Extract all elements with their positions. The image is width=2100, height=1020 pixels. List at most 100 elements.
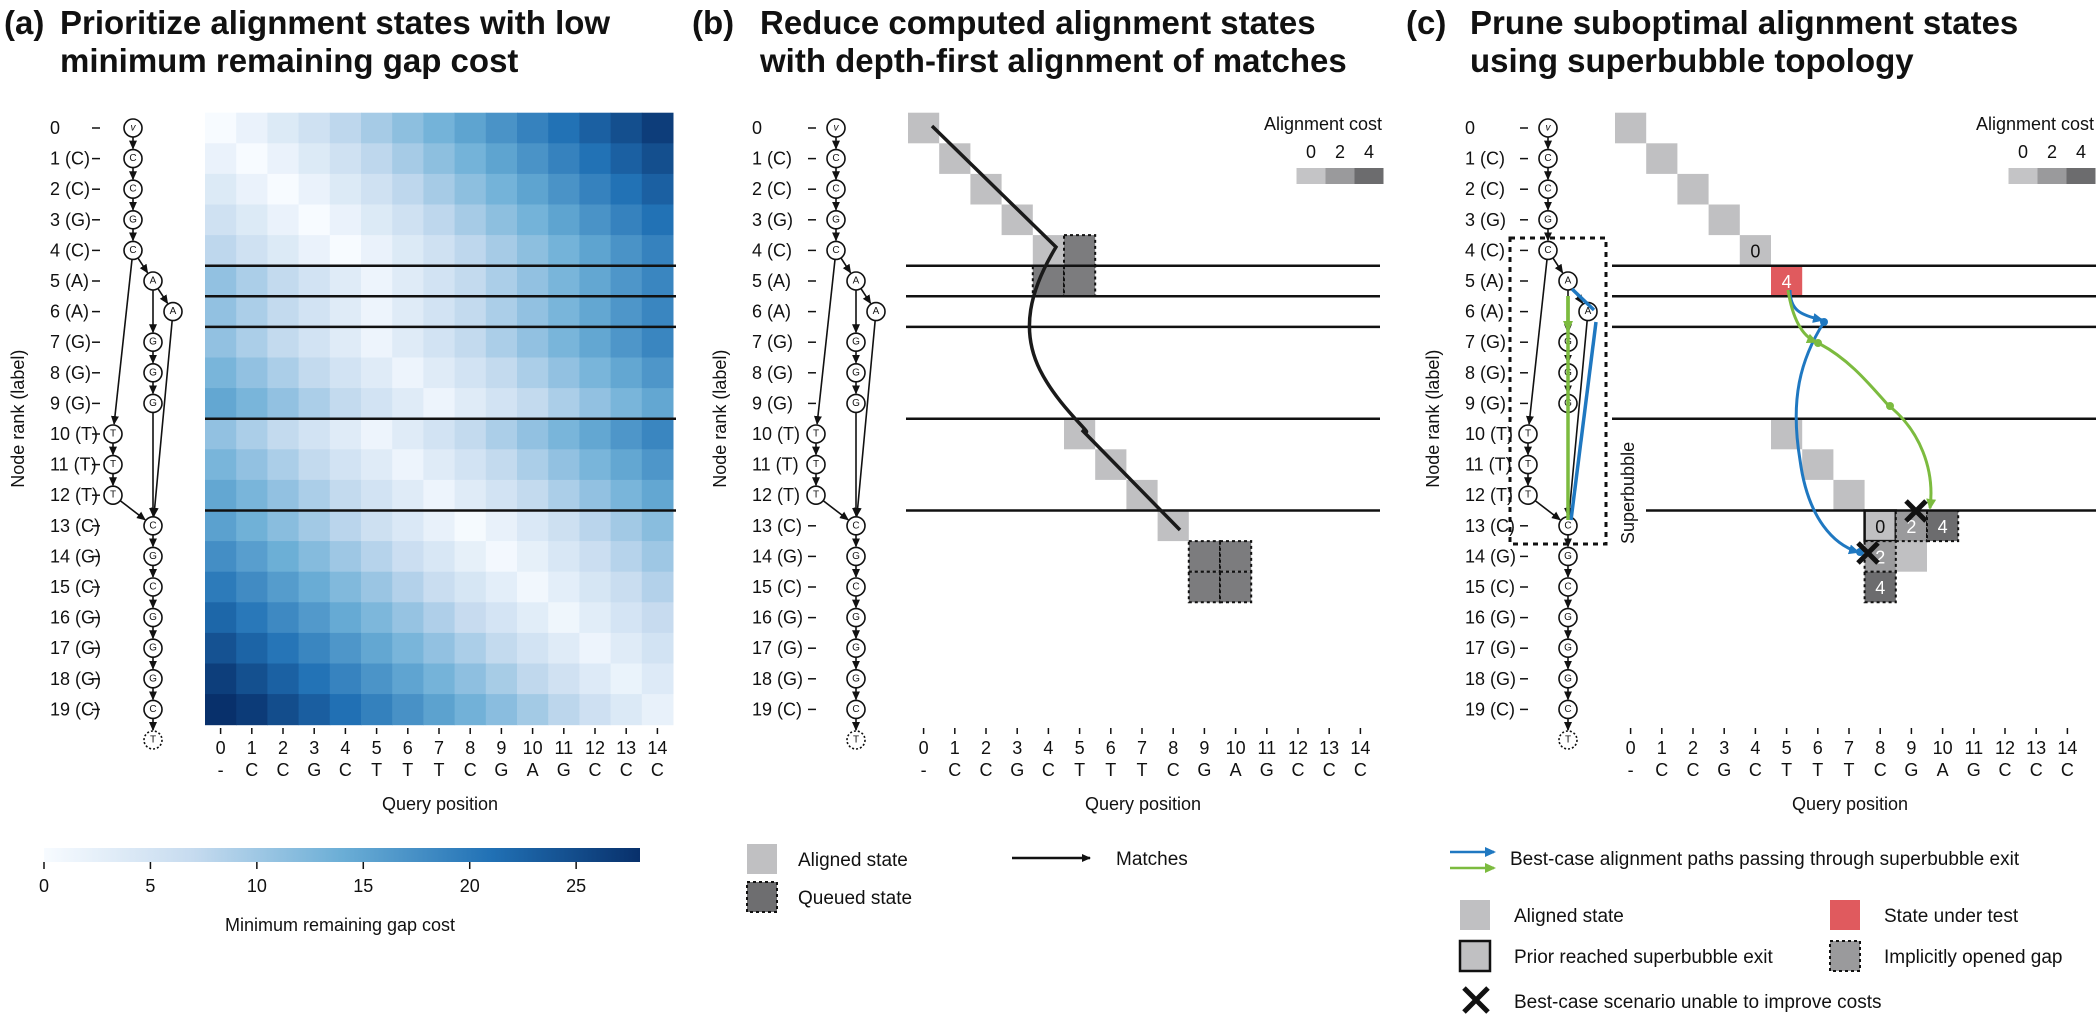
graph-node: G: [826, 210, 846, 230]
aligned-state: [1677, 173, 1709, 205]
x-tick-char: A: [527, 760, 539, 780]
heatmap-cell: [610, 694, 643, 726]
heatmap-cell: [485, 694, 518, 726]
heatmap-cell: [548, 571, 580, 603]
svg-text:C: C: [832, 184, 839, 195]
cost-legend-title: Alignment cost: [1976, 114, 2094, 134]
heatmap-cell: [236, 418, 268, 450]
svg-text:G: G: [1564, 643, 1572, 654]
heatmap-cell: [236, 357, 268, 389]
panel-c-title: (c) Prune suboptimal alignment states us…: [1406, 4, 2018, 79]
svg-text:T: T: [1565, 735, 1571, 746]
heatmap-cell: [641, 632, 674, 664]
heatmap-cell: [423, 388, 456, 420]
heatmap-cell: [236, 235, 268, 267]
aligned-state: [1708, 204, 1740, 236]
heatmap-cell: [205, 418, 237, 450]
cell-cost-label: 4: [1938, 517, 1948, 537]
heatmap-cell: [298, 235, 331, 267]
heatmap-cell: [610, 663, 643, 695]
x-axis-label: Query position: [1792, 794, 1908, 814]
svg-text:C: C: [1564, 582, 1571, 593]
aligned-state: [1126, 479, 1158, 511]
graph-node: C: [1538, 148, 1558, 169]
heatmap-cell: [361, 112, 393, 144]
svg-text:v: v: [131, 123, 137, 134]
heatmap-cell: [579, 541, 612, 573]
svg-text:A: A: [170, 306, 177, 317]
colorbar-tick-label: 5: [145, 876, 155, 896]
heatmap-cell: [329, 235, 362, 267]
x-tick-char: C: [980, 760, 993, 780]
y-tick-label: 2 (C): [752, 179, 792, 199]
graph-node: A: [866, 301, 886, 322]
y-tick-label: 19 (C): [50, 699, 100, 719]
graph-edge: [137, 257, 149, 274]
heatmap-cell: [517, 479, 549, 511]
heatmap-cell: [454, 173, 487, 205]
x-tick-char: T: [371, 760, 382, 780]
heatmap-cell: [361, 235, 393, 267]
y-tick-label: 14 (G): [752, 546, 803, 566]
prior-exit-state: [1863, 509, 1898, 543]
x-tick-label: 8: [465, 738, 475, 758]
x-tick-label: 14: [1350, 738, 1370, 758]
cost-tick-label: 2: [2047, 142, 2057, 162]
heatmap-cell: [361, 663, 393, 695]
heatmap-cell: [423, 663, 456, 695]
superbubble-boundaries: [1612, 264, 2096, 512]
heatmap-cell: [236, 632, 268, 664]
heatmap-cell: [548, 173, 580, 205]
x-tick-label: 6: [1813, 738, 1823, 758]
heatmap-cell: [610, 357, 643, 389]
svg-text:A: A: [1565, 276, 1572, 287]
y-tick-label: 18 (G): [1465, 669, 1516, 689]
heatmap-cell: [641, 541, 674, 573]
heatmap-cell: [579, 632, 612, 664]
heatmap-cell: [236, 143, 268, 175]
graph-node: G: [846, 607, 866, 628]
x-tick-label: 10: [1933, 738, 1953, 758]
heatmap-cell: [205, 663, 237, 695]
y-tick-label: 6 (A): [1465, 302, 1504, 322]
heatmap-cell: [329, 602, 362, 634]
heatmap-cell: [236, 296, 268, 328]
y-tick-label: 14 (G): [1465, 546, 1516, 566]
graph-edge: [150, 320, 173, 517]
y-tick-label: 17 (G): [1465, 638, 1516, 658]
heatmap-cell: [205, 173, 237, 205]
heatmap-cell: [392, 235, 424, 267]
x-tick-char: G: [1197, 760, 1211, 780]
x-tick-char: C: [948, 760, 961, 780]
heatmap-cell: [423, 418, 456, 450]
heatmap-cell: [236, 112, 268, 144]
legend-aligned-swatch: [747, 844, 777, 874]
panel-b-title: (b) Reduce computed alignment states wit…: [692, 4, 1347, 79]
heatmap-cell: [298, 510, 331, 542]
heatmap-cell: [361, 479, 393, 511]
heatmap-cell: [454, 694, 487, 726]
heatmap-cell: [548, 388, 580, 420]
y-axis: 0 1 (C) 2 (C) 3 (G) 4 (C) 5 (A) 6 (A) 7 (G) 8 (G…: [8, 118, 101, 719]
x-tick-char: G: [1260, 760, 1274, 780]
y-axis-label: Node rank (label): [8, 350, 28, 488]
heatmap-cell: [610, 388, 643, 420]
title-line-1: Reduce computed alignment states: [760, 4, 1316, 41]
svg-text:C: C: [129, 245, 136, 256]
svg-text:T: T: [853, 735, 859, 746]
x-tick-char: -: [1628, 760, 1634, 780]
heatmap-cell: [641, 388, 674, 420]
x-tick-char: C: [1687, 760, 1700, 780]
y-tick-label: 19 (C): [752, 699, 802, 719]
heatmap-cell: [485, 602, 518, 634]
x-tick-label: 7: [1137, 738, 1147, 758]
best-case-paths: [1563, 287, 1937, 565]
y-tick-label: 13 (C): [752, 516, 802, 536]
queued-state: [1219, 540, 1253, 573]
heatmap-cell: [579, 418, 612, 450]
y-tick-label: 1 (C): [752, 149, 792, 169]
svg-text:A: A: [150, 276, 157, 287]
heatmap-cell: [361, 357, 393, 389]
heatmap-cell: [579, 694, 612, 726]
